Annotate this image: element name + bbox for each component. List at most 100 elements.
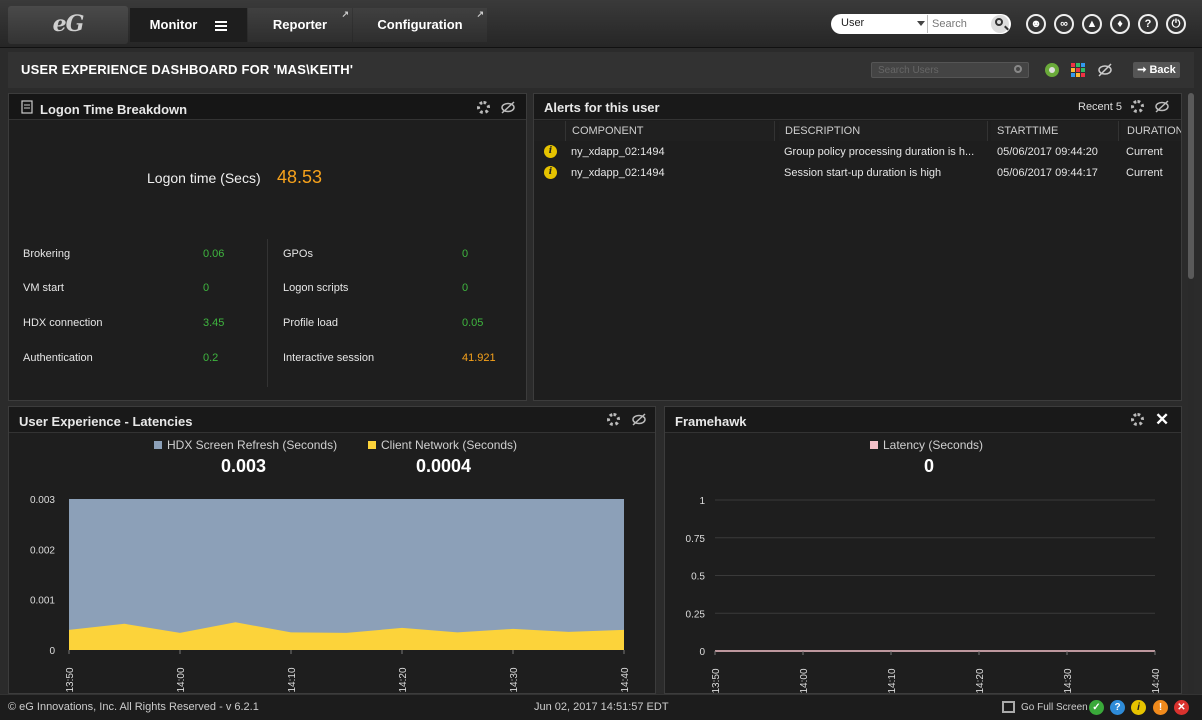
alert-starttime: 05/06/2017 09:44:20 bbox=[997, 146, 1098, 158]
metric-label-gpos: GPOs bbox=[283, 248, 313, 260]
legend-value-client-network: 0.0004 bbox=[416, 456, 472, 476]
metric-value-brokering: 0.06 bbox=[203, 248, 225, 260]
tab-configuration[interactable]: Configuration ↗ bbox=[353, 8, 487, 42]
search-users-input[interactable] bbox=[871, 62, 1029, 78]
x-tick-label: 13:50 bbox=[65, 667, 76, 692]
hide-icon[interactable] bbox=[632, 413, 646, 426]
metric-value-hdx-connection: 3.45 bbox=[203, 317, 225, 329]
info-icon[interactable]: i bbox=[1131, 700, 1146, 715]
column-header-status bbox=[534, 121, 566, 141]
go-full-screen-link[interactable]: Go Full Screen bbox=[1021, 702, 1088, 713]
y-tick-label: 0 bbox=[49, 646, 55, 657]
panel-title: User Experience - Latencies bbox=[19, 414, 193, 429]
warning-icon[interactable]: ! bbox=[1153, 700, 1168, 715]
x-tick-label: 14:30 bbox=[509, 667, 520, 692]
tab-configuration-label: Configuration bbox=[377, 17, 463, 32]
y-tick-label: 1 bbox=[699, 496, 705, 507]
column-header-component[interactable]: COMPONENT bbox=[566, 121, 775, 141]
x-tick-label: 13:50 bbox=[711, 668, 722, 693]
panel-title: Logon Time Breakdown bbox=[40, 102, 188, 117]
power-icon[interactable]: ⏻ bbox=[1166, 14, 1186, 34]
column-header-description[interactable]: DESCRIPTION bbox=[779, 121, 988, 141]
alerts-panel: Alerts for this user Recent 5 COMPONENT … bbox=[533, 93, 1182, 401]
x-tick-label: 14:40 bbox=[620, 667, 631, 692]
page-scrollbar[interactable] bbox=[1188, 93, 1194, 693]
alert-duration: Current bbox=[1126, 146, 1163, 158]
external-link-icon: ↗ bbox=[476, 9, 484, 19]
link-icon[interactable]: ∞ bbox=[1054, 14, 1074, 34]
bell-icon[interactable]: ♦ bbox=[1110, 14, 1130, 34]
info-alert-icon: i bbox=[544, 145, 557, 158]
x-tick-label: 14:20 bbox=[975, 668, 986, 693]
metric-value-profile-load: 0.05 bbox=[462, 317, 484, 329]
tab-reporter[interactable]: Reporter ↗ bbox=[248, 8, 352, 42]
eg-logo[interactable]: eG bbox=[8, 6, 128, 44]
search-button[interactable] bbox=[991, 15, 1009, 33]
legend-label-hdx: HDX Screen Refresh (Seconds) bbox=[167, 438, 338, 452]
help-icon[interactable]: ? bbox=[1138, 14, 1158, 34]
x-tick-label: 14:30 bbox=[1063, 668, 1074, 693]
metric-value-authentication: 0.2 bbox=[203, 352, 219, 364]
search-input[interactable] bbox=[927, 15, 989, 33]
panel-header: User Experience - Latencies bbox=[9, 407, 655, 433]
tree-icon[interactable]: ▲ bbox=[1082, 14, 1102, 34]
alert-description: Group policy processing duration is h... bbox=[784, 146, 975, 158]
metric-label-hdx-connection: HDX connection bbox=[23, 317, 103, 329]
external-link-icon: ↗ bbox=[341, 9, 349, 19]
column-divider bbox=[267, 239, 268, 387]
metric-label-logon-scripts: Logon scripts bbox=[283, 282, 349, 294]
hide-icon[interactable] bbox=[1155, 100, 1169, 113]
page-title: USER EXPERIENCE DASHBOARD FOR 'MAS\KEITH… bbox=[21, 62, 354, 77]
search-icon bbox=[995, 18, 1003, 26]
user-profile-icon[interactable]: ☻ bbox=[1026, 14, 1046, 34]
panel-header: Framehawk ✕ bbox=[665, 407, 1181, 433]
series-area-hdx-screen-refresh bbox=[69, 499, 624, 650]
critical-icon[interactable]: ✕ bbox=[1174, 700, 1189, 715]
chevron-down-icon[interactable] bbox=[917, 21, 925, 26]
metric-value-vm-start: 0 bbox=[203, 282, 210, 294]
scrollbar-thumb[interactable] bbox=[1188, 93, 1194, 279]
metric-value-gpos: 0 bbox=[462, 248, 469, 260]
y-tick-label: 0.002 bbox=[30, 545, 55, 556]
copyright-text: © eG Innovations, Inc. All Rights Reserv… bbox=[8, 701, 259, 713]
column-header-duration[interactable]: DURATION bbox=[1121, 121, 1181, 141]
x-tick-label: 14:10 bbox=[287, 667, 298, 692]
fullscreen-icon[interactable] bbox=[1002, 701, 1015, 713]
settings-gear-icon[interactable] bbox=[1131, 413, 1144, 426]
y-tick-label: 0.75 bbox=[686, 534, 706, 545]
settings-gear-icon[interactable] bbox=[477, 101, 490, 114]
ok-status-icon[interactable]: ✓ bbox=[1089, 700, 1104, 715]
grid-icon[interactable] bbox=[1070, 62, 1086, 78]
x-tick-label: 14:40 bbox=[1151, 668, 1162, 693]
tab-monitor-label: Monitor bbox=[149, 17, 198, 32]
search-scope-select[interactable]: User bbox=[841, 17, 865, 29]
tab-monitor[interactable]: Monitor bbox=[130, 8, 247, 42]
metric-value-interactive-session: 41.921 bbox=[462, 352, 496, 364]
tab-reporter-label: Reporter bbox=[272, 17, 328, 32]
search-icon bbox=[1014, 65, 1022, 73]
hide-icon[interactable] bbox=[501, 101, 515, 114]
logon-time-value: 48.53 bbox=[277, 167, 323, 187]
global-search: User bbox=[831, 14, 1011, 34]
column-header-starttime[interactable]: STARTTIME bbox=[991, 121, 1119, 141]
panel-title: Framehawk bbox=[675, 414, 747, 429]
back-button[interactable]: ➞ Back bbox=[1133, 62, 1180, 78]
y-tick-label: 0.003 bbox=[30, 495, 55, 506]
recent-count-select[interactable]: Recent 5 bbox=[1078, 101, 1123, 113]
settings-gear-icon[interactable] bbox=[1131, 100, 1144, 113]
metric-label-authentication: Authentication bbox=[23, 352, 93, 364]
y-tick-label: 0.5 bbox=[691, 572, 705, 583]
logon-time-label: Logon time (Secs) bbox=[147, 170, 261, 186]
hamburger-icon[interactable] bbox=[215, 20, 228, 31]
legend-swatch-latency bbox=[870, 441, 878, 449]
legend-label-latency: Latency (Seconds) bbox=[883, 438, 984, 452]
metric-label-profile-load: Profile load bbox=[283, 317, 339, 329]
globe-user-icon[interactable] bbox=[1044, 62, 1060, 78]
hide-icon[interactable] bbox=[1097, 62, 1113, 78]
document-icon bbox=[21, 100, 33, 114]
help-icon[interactable]: ? bbox=[1110, 700, 1125, 715]
close-icon[interactable]: ✕ bbox=[1155, 410, 1170, 429]
info-alert-icon: i bbox=[544, 166, 557, 179]
settings-gear-icon[interactable] bbox=[607, 413, 620, 426]
legend-label-client-network: Client Network (Seconds) bbox=[381, 438, 518, 452]
